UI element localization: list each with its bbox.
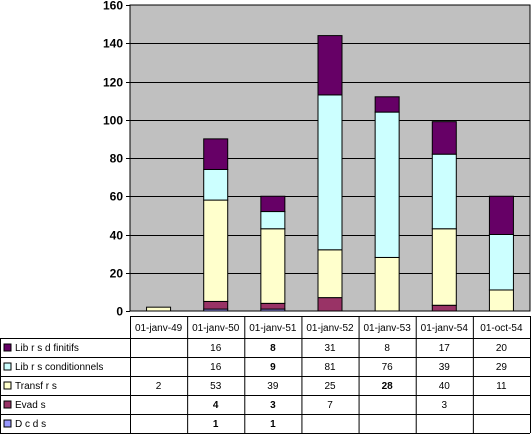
data-label-d-c-d-s-01-janv-50: 1 — [213, 419, 219, 430]
y-tick-label-160: 160 — [103, 0, 123, 13]
x-tick-label-01-janv-52: 01-janv-52 — [306, 323, 354, 334]
data-label-lib-r-s-d-finitifs-01-janv-53: 8 — [384, 343, 390, 354]
bar-evad-s-01-janv-50 — [203, 300, 229, 310]
y-tick-label-80: 80 — [110, 152, 124, 166]
bar-evad-s-01-janv-51 — [260, 302, 286, 310]
y-tick-label-120: 120 — [103, 76, 123, 90]
bar-transf-r-s-01-janv-54 — [431, 228, 457, 306]
bar-lib-r-s-conditionnels-01-oct-54 — [488, 234, 514, 291]
data-label-transf-r-s-01-janv-54: 40 — [439, 381, 451, 392]
bar-lib-r-s-d-finitifs-01-janv-52 — [317, 35, 343, 96]
legend-key-lib-r-s-d-finitifs — [3, 343, 12, 352]
bar-lib-r-s-conditionnels-01-janv-54 — [431, 153, 457, 230]
bar-evad-s-01-janv-54 — [431, 304, 457, 312]
data-label-transf-r-s-01-janv-53: 28 — [382, 381, 394, 392]
bar-lib-r-s-conditionnels-01-janv-51 — [260, 211, 286, 230]
x-tick-label-01-oct-54: 01-oct-54 — [480, 323, 523, 334]
x-tick-label-01-janv-49: 01-janv-49 — [135, 323, 183, 334]
data-label-lib-r-s-conditionnels-01-janv-51: 9 — [270, 362, 276, 373]
bar-transf-r-s-01-oct-54 — [488, 289, 514, 312]
legend-label-d-c-d-s: D c d s — [15, 419, 46, 430]
legend-label-evad-s: Evad s — [15, 400, 46, 411]
data-label-lib-r-s-conditionnels-01-janv-50: 16 — [210, 362, 222, 373]
data-label-lib-r-s-conditionnels-01-janv-53: 76 — [382, 362, 394, 373]
bar-transf-r-s-01-janv-53 — [374, 256, 400, 312]
data-label-evad-s-01-janv-52: 7 — [327, 400, 333, 411]
legend-label-lib-r-s-d-finitifs: Lib r s d finitifs — [15, 343, 79, 354]
bar-transf-r-s-01-janv-49 — [146, 306, 172, 312]
data-label-lib-r-s-d-finitifs-01-janv-54: 17 — [439, 343, 451, 354]
bars — [146, 35, 514, 312]
data-label-lib-r-s-conditionnels-01-oct-54: 29 — [496, 362, 508, 373]
y-tick-label-140: 140 — [103, 37, 123, 51]
y-tick-label-60: 60 — [110, 190, 124, 204]
bar-transf-r-s-01-janv-52 — [317, 249, 343, 299]
legend-key-evad-s — [3, 400, 12, 409]
data-label-lib-r-s-conditionnels-01-janv-52: 81 — [324, 362, 336, 373]
legend-key-transf-r-s — [3, 381, 12, 390]
data-label-transf-r-s-01-janv-50: 53 — [210, 381, 222, 392]
y-tick-label-40: 40 — [110, 229, 124, 243]
data-label-d-c-d-s-01-janv-51: 1 — [270, 419, 276, 430]
data-label-transf-r-s-01-oct-54: 11 — [496, 381, 507, 392]
legend-key-d-c-d-s — [3, 419, 12, 428]
y-tick-label-0: 0 — [116, 305, 123, 319]
bar-lib-r-s-d-finitifs-01-janv-53 — [374, 96, 400, 113]
x-tick-label-01-janv-54: 01-janv-54 — [421, 323, 469, 334]
data-label-transf-r-s-01-janv-51: 39 — [267, 381, 279, 392]
bar-transf-r-s-01-janv-51 — [260, 228, 286, 304]
y-axis: 0 20 40 60 80 100 120 140 160 — [103, 0, 130, 319]
legend-label-transf-r-s: Transf r s — [15, 381, 57, 392]
data-label-evad-s-01-janv-50: 4 — [213, 400, 219, 411]
data-label-evad-s-01-janv-54: 3 — [442, 400, 448, 411]
data-label-transf-r-s-01-janv-52: 25 — [324, 381, 336, 392]
data-label-lib-r-s-conditionnels-01-janv-54: 39 — [439, 362, 451, 373]
data-label-lib-r-s-d-finitifs-01-oct-54: 20 — [496, 343, 508, 354]
bar-lib-r-s-d-finitifs-01-oct-54 — [488, 195, 514, 235]
legend-key-lib-r-s-conditionnels — [3, 362, 12, 371]
y-tick-label-20: 20 — [110, 267, 124, 281]
bar-lib-r-s-conditionnels-01-janv-50 — [203, 168, 229, 201]
legend-label-lib-r-s-conditionnels: Lib r s conditionnels — [15, 362, 103, 373]
data-label-lib-r-s-d-finitifs-01-janv-52: 31 — [324, 343, 336, 354]
y-tick-label-100: 100 — [103, 114, 123, 128]
bar-lib-r-s-conditionnels-01-janv-53 — [374, 111, 400, 258]
bar-lib-r-s-d-finitifs-01-janv-51 — [260, 195, 286, 213]
data-label-lib-r-s-d-finitifs-01-janv-51: 8 — [270, 343, 276, 354]
bar-transf-r-s-01-janv-50 — [203, 199, 229, 302]
bar-lib-r-s-d-finitifs-01-janv-54 — [431, 121, 457, 155]
data-label-transf-r-s-01-janv-49: 2 — [156, 381, 162, 392]
bar-lib-r-s-conditionnels-01-janv-52 — [317, 94, 343, 251]
x-tick-label-01-janv-50: 01-janv-50 — [192, 323, 240, 334]
x-tick-label-01-janv-51: 01-janv-51 — [249, 323, 297, 334]
data-label-lib-r-s-d-finitifs-01-janv-50: 16 — [210, 343, 222, 354]
bar-lib-r-s-d-finitifs-01-janv-50 — [203, 138, 229, 170]
x-tick-label-01-janv-53: 01-janv-53 — [364, 323, 412, 334]
data-label-evad-s-01-janv-51: 3 — [270, 400, 276, 411]
bar-evad-s-01-janv-52 — [317, 297, 343, 312]
data-table: 01-janv-49 01-janv-50 01-janv-51 01-janv-52… — [0, 316, 531, 434]
